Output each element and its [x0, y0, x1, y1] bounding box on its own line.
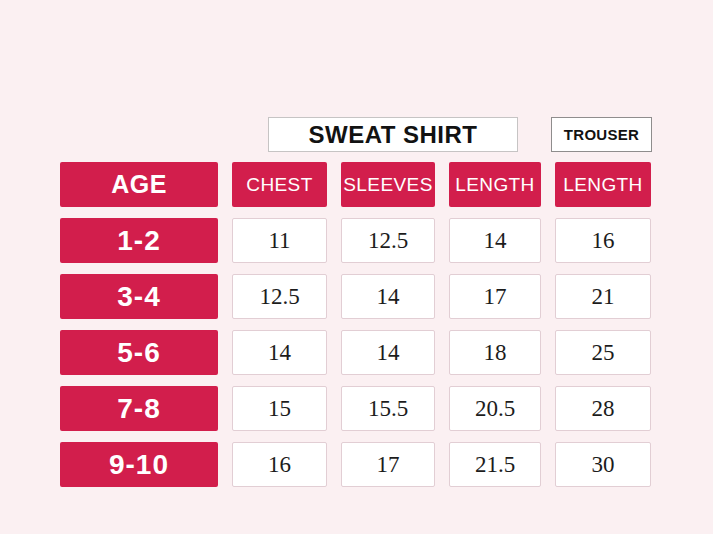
table-cell: 21.5	[449, 442, 541, 487]
age-row-label: 1-2	[60, 218, 218, 263]
age-row-label: 7-8	[60, 386, 218, 431]
table-cell: 15	[232, 386, 327, 431]
table-cell: 30	[555, 442, 651, 487]
table-cell: 16	[232, 442, 327, 487]
table-cell: 17	[449, 274, 541, 319]
column-header-length-trouser: LENGTH	[555, 162, 651, 207]
age-row-label: 5-6	[60, 330, 218, 375]
age-column-header: AGE	[60, 162, 218, 207]
table-cell: 14	[341, 274, 435, 319]
age-row-label: 9-10	[60, 442, 218, 487]
size-table: AGE CHEST SLEEVES LENGTH LENGTH 1-2 11 1…	[60, 162, 651, 487]
table-cell: 14	[341, 330, 435, 375]
age-row-label: 3-4	[60, 274, 218, 319]
sweat-shirt-group-header: SWEAT SHIRT	[268, 117, 518, 152]
table-cell: 14	[449, 218, 541, 263]
table-cell: 11	[232, 218, 327, 263]
table-cell: 15.5	[341, 386, 435, 431]
table-cell: 17	[341, 442, 435, 487]
column-header-length-shirt: LENGTH	[449, 162, 541, 207]
table-cell: 12.5	[341, 218, 435, 263]
table-cell: 18	[449, 330, 541, 375]
table-cell: 12.5	[232, 274, 327, 319]
table-cell: 16	[555, 218, 651, 263]
table-cell: 21	[555, 274, 651, 319]
table-cell: 28	[555, 386, 651, 431]
table-cell: 25	[555, 330, 651, 375]
column-header-sleeves: SLEEVES	[341, 162, 435, 207]
table-cell: 20.5	[449, 386, 541, 431]
trouser-group-header: TROUSER	[551, 117, 652, 152]
column-header-chest: CHEST	[232, 162, 327, 207]
size-chart: SWEAT SHIRT TROUSER AGE CHEST SLEEVES LE…	[0, 0, 713, 534]
table-cell: 14	[232, 330, 327, 375]
